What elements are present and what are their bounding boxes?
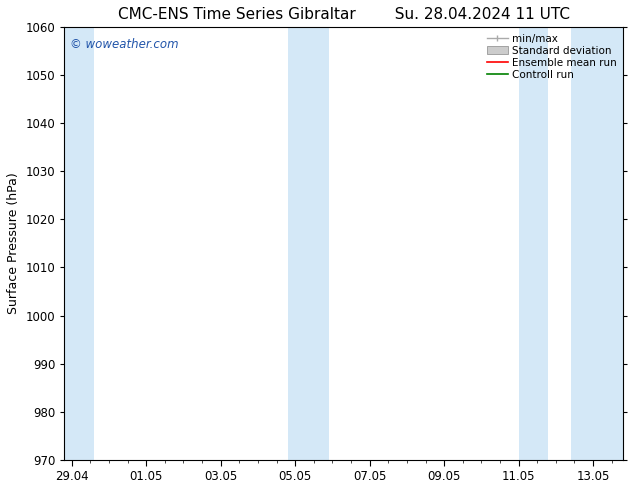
Legend: min/max, Standard deviation, Ensemble mean run, Controll run: min/max, Standard deviation, Ensemble me… [484,30,620,83]
Text: © woweather.com: © woweather.com [70,38,179,51]
Bar [288,27,328,460]
Bar [64,27,94,460]
Title: CMC-ENS Time Series Gibraltar        Su. 28.04.2024 11 UTC: CMC-ENS Time Series Gibraltar Su. 28.04.… [117,7,569,22]
Bar [571,27,623,460]
Y-axis label: Surface Pressure (hPa): Surface Pressure (hPa) [7,172,20,314]
Bar [519,27,548,460]
